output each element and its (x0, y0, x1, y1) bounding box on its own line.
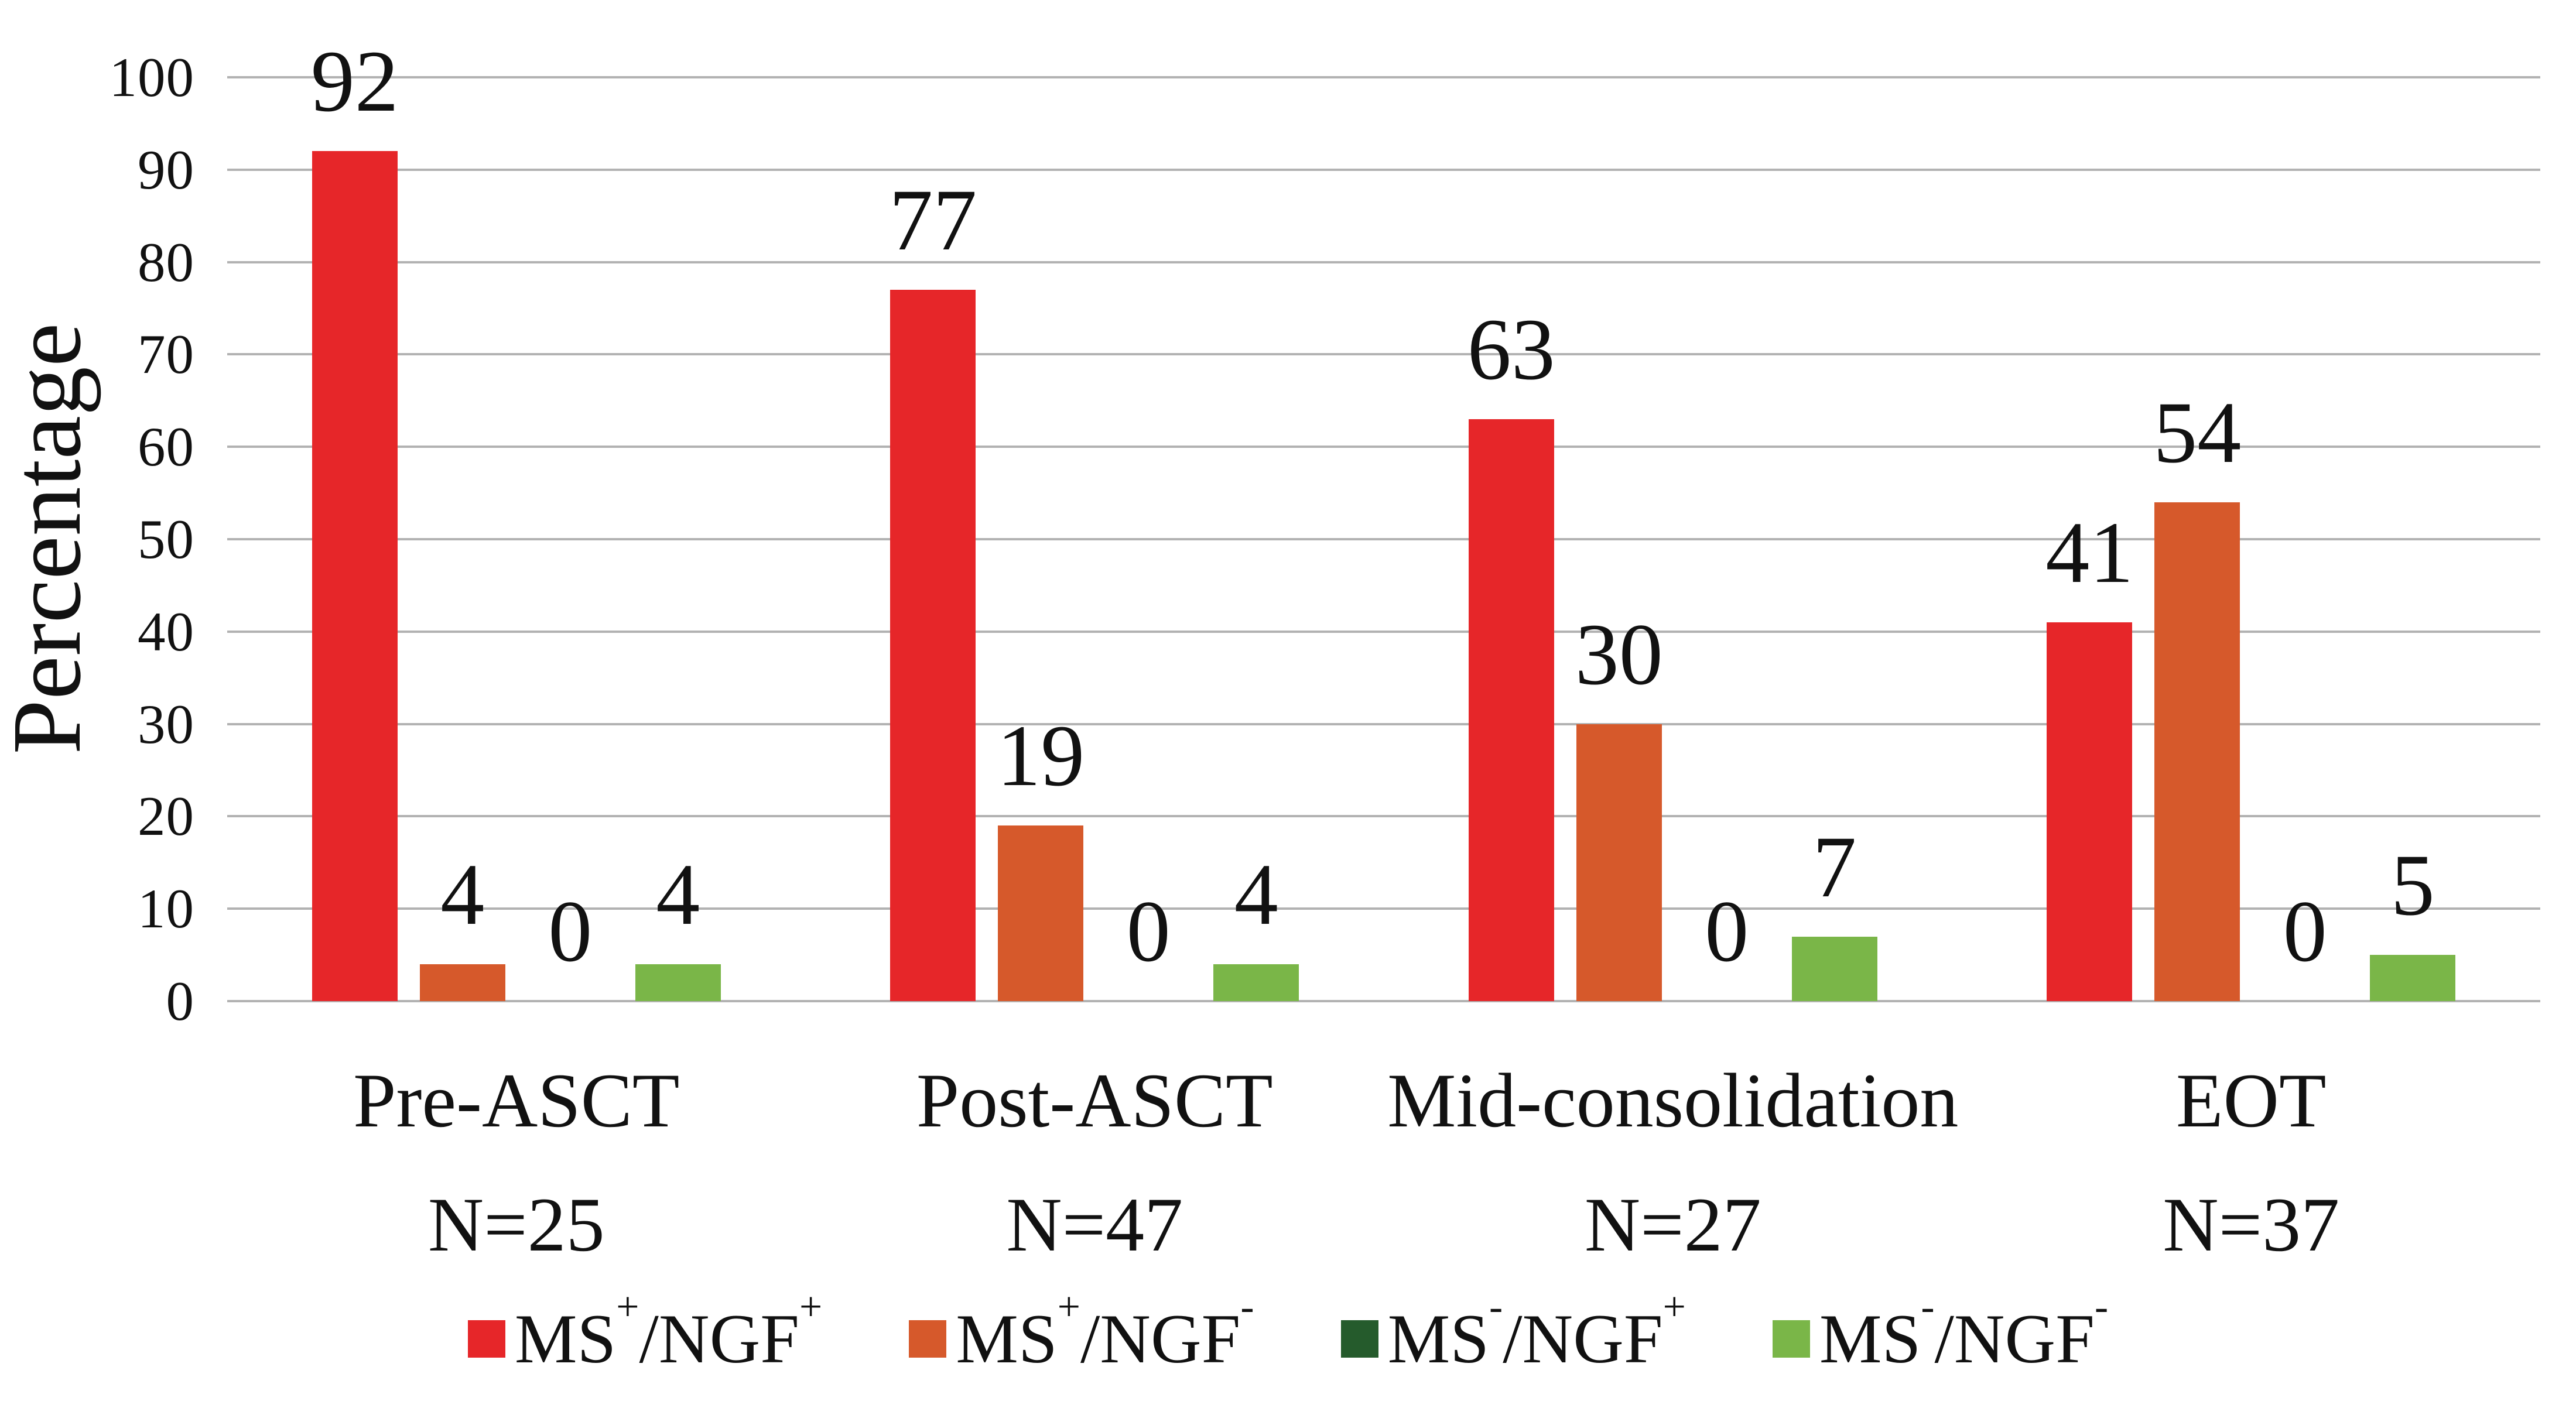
category-n-label: N=27 (1584, 1181, 1761, 1267)
legend-label: MS-/NGF+ (1387, 1284, 1686, 1378)
bar-value-label: 0 (2283, 883, 2327, 980)
category-label: Pre-ASCT (353, 1057, 680, 1143)
category-n-label: N=25 (427, 1181, 605, 1267)
y-tick-label: 0 (166, 970, 194, 1032)
y-tick-label: 60 (138, 416, 194, 478)
category-label: Mid-consolidation (1387, 1057, 1959, 1143)
y-tick-label: 30 (138, 693, 194, 755)
bar-value-label: 0 (1126, 883, 1171, 980)
y-tick-label: 10 (138, 878, 194, 940)
bar-value-label: 5 (2390, 837, 2435, 934)
y-tick-label: 50 (138, 508, 194, 570)
category-n-label: N=37 (2163, 1181, 2340, 1267)
legend-item-msneg-ngfneg: MS-/NGF- (1772, 1284, 2109, 1383)
y-tick-label: 20 (138, 785, 194, 848)
bar-value-label: 19 (997, 707, 1085, 805)
bar-value-label: 4 (1234, 845, 1278, 943)
category-label: Post-ASCT (916, 1057, 1273, 1143)
legend-swatch-mspos-ngfpos (467, 1320, 505, 1358)
legend-label: MS+/NGF+ (514, 1284, 823, 1378)
bar-value-label: 0 (1705, 883, 1749, 980)
gridline (227, 538, 2540, 540)
bar-mspos-ngfneg (419, 964, 505, 1001)
bar-msneg-ngfneg (635, 964, 721, 1001)
legend-item-mspos-ngfneg: MS+/NGF- (909, 1284, 1254, 1383)
bar-value-label: 0 (548, 883, 593, 980)
y-tick-label: 80 (138, 231, 194, 293)
bar-value-label: 77 (889, 171, 977, 269)
gridline (227, 353, 2540, 356)
gridline (227, 630, 2540, 633)
category-label-block: Pre-ASCT N=25 (194, 1054, 839, 1272)
legend-swatch-msneg-ngfneg (1772, 1320, 1810, 1358)
bar-value-label: 4 (656, 845, 700, 943)
category-label-block: Post-ASCT N=47 (772, 1054, 1417, 1272)
gridline (227, 815, 2540, 818)
bar-value-label: 63 (1467, 300, 1555, 398)
bar-value-label: 92 (310, 33, 399, 131)
legend: MS+/NGF+ MS+/NGF- MS-/NGF+ MS-/NGF- (0, 1284, 2576, 1383)
category-label-block: Mid-consolidation N=27 (1351, 1054, 1995, 1272)
legend-swatch-msneg-ngfpos (1340, 1320, 1378, 1358)
gridline (227, 261, 2540, 263)
bar-msneg-ngfneg (1791, 936, 1877, 1001)
gridline (227, 722, 2540, 725)
gridline (227, 907, 2540, 910)
legend-label: MS+/NGF- (956, 1284, 1254, 1378)
bar-value-label: 30 (1575, 605, 1663, 703)
y-tick-label: 40 (138, 600, 194, 663)
legend-label: MS-/NGF- (1819, 1284, 2109, 1378)
legend-swatch-mspos-ngfneg (909, 1320, 947, 1358)
gridline (227, 446, 2540, 448)
bar-mspos-ngfpos (2047, 622, 2133, 1001)
bar-mspos-ngfpos (1468, 419, 1554, 1001)
bar-value-label: 4 (440, 845, 485, 943)
category-label: EOT (2175, 1057, 2327, 1143)
bar-value-label: 54 (2153, 383, 2242, 481)
bar-mspos-ngfneg (2154, 502, 2240, 1001)
bar-value-label: 7 (1812, 818, 1857, 916)
bar-mspos-ngfneg (998, 825, 1084, 1001)
y-tick-label: 100 (109, 46, 194, 108)
gridline (227, 76, 2540, 78)
gridline (227, 168, 2540, 171)
category-label-block: EOT N=37 (1929, 1054, 2573, 1272)
bar-mspos-ngfneg (1576, 724, 1662, 1001)
category-n-label: N=47 (1006, 1181, 1183, 1267)
bar-mspos-ngfpos (312, 151, 398, 1001)
legend-item-msneg-ngfpos: MS-/NGF+ (1340, 1284, 1686, 1383)
y-tick-label: 90 (138, 138, 194, 201)
bar-msneg-ngfneg (1213, 964, 1299, 1001)
gridline (227, 1000, 2540, 1002)
bar-msneg-ngfneg (2370, 955, 2456, 1001)
bar-mspos-ngfpos (890, 289, 976, 1001)
y-tick-label: 70 (138, 323, 194, 386)
bar-value-label: 41 (2045, 504, 2134, 602)
legend-item-mspos-ngfpos: MS+/NGF+ (467, 1284, 823, 1383)
